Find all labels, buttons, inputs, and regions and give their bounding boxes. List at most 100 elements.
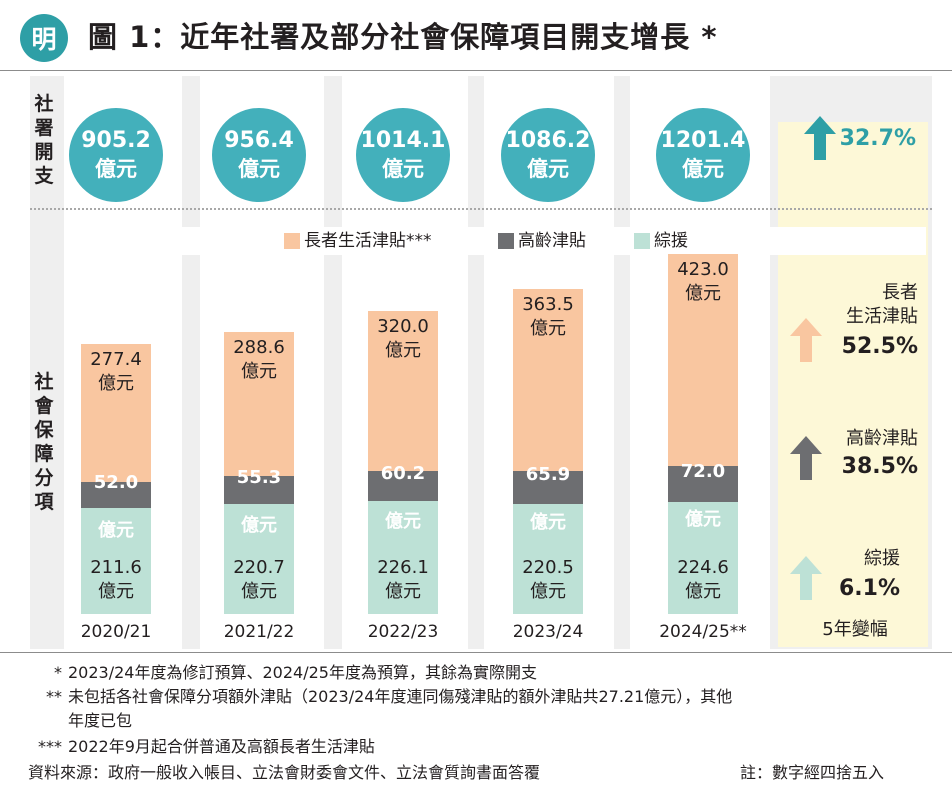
expenditure-unit: 億元 [682, 157, 724, 181]
arrow-up-icon [790, 436, 822, 480]
data-label-value: 60.2 [380, 462, 426, 484]
expenditure-unit: 億元 [95, 157, 137, 181]
data-label-unit: 億元 [685, 283, 721, 305]
change-label-ela-1: 長者 [882, 282, 918, 303]
data-label-unit: 億元 [530, 581, 566, 602]
data-label-elderly-living-allowance: 288.6 億元 [214, 336, 304, 384]
data-label-value: 52.0 [93, 472, 139, 494]
expenditure-value: 956.4 [224, 128, 294, 153]
x-tick-label: 2021/22 [223, 622, 295, 642]
bar-segment-cssa [513, 503, 583, 614]
data-label-value: 55.3 [236, 466, 282, 488]
change-label-oaa: 高齡津貼 [846, 428, 918, 449]
source-text: 資料來源：政府一般收入帳目、立法會財委會文件、立法會質詢書面答覆 [28, 763, 541, 782]
footnote-mark-2: ** [46, 687, 62, 706]
data-label-cssa: 220.7 億元 [214, 556, 304, 604]
data-label-unit: 億元 [98, 581, 134, 602]
arrow-up-icon [804, 116, 836, 160]
change-cssa: 6.1% [838, 576, 900, 601]
data-label-unit: 億元 [685, 508, 721, 530]
bar-segment-cssa [81, 508, 151, 614]
data-label-cssa: 220.5 億元 [503, 556, 593, 604]
data-label-value: 211.6 [90, 557, 142, 578]
chart-title: 圖 1：近年社署及部分社會保障項目開支增長 * [88, 20, 718, 54]
data-label-elderly-living-allowance: 320.0 億元 [358, 315, 448, 363]
bar-segment-elderly-living-allowance [224, 331, 294, 476]
data-label-elderly-living-allowance: 277.4 億元 [71, 348, 161, 396]
bar-segment-old-age-allowance [368, 470, 438, 501]
data-label-unit: 億元 [530, 318, 566, 340]
arrow-up-icon [790, 318, 822, 362]
expenditure-unit: 億元 [382, 157, 424, 181]
data-label-value: 363.5 [522, 294, 574, 316]
expenditure-value: 1014.1 [360, 128, 446, 153]
data-label-unit: 億元 [385, 339, 421, 361]
data-label-elderly-living-allowance: 423.0 億元 [658, 258, 748, 306]
expenditure-value: 905.2 [81, 128, 151, 153]
data-label-old-age-allowance: 72.0 億元 [658, 460, 748, 532]
note-text: 註：數字經四捨五入 [740, 763, 885, 782]
footnote-2-cont: 年度已包 [68, 711, 133, 730]
data-label-unit: 億元 [385, 510, 421, 532]
footnote-mark-3: *** [38, 737, 62, 756]
expenditure-unit: 億元 [527, 157, 569, 181]
change-ela: 52.5% [841, 334, 918, 359]
legend-band [64, 227, 926, 255]
data-label-unit: 億元 [241, 581, 277, 602]
x-tick-label: 2023/24 [512, 622, 584, 642]
expenditure-bubble: 1014.1 億元 [356, 108, 450, 202]
data-label-value: 72.0 [680, 460, 726, 482]
data-label-old-age-allowance: 65.9 億元 [503, 463, 593, 535]
data-label-old-age-allowance: 55.3 億元 [214, 466, 304, 538]
expenditure-unit: 億元 [238, 157, 280, 181]
data-label-value: 226.1 [377, 557, 429, 578]
bar-segment-elderly-living-allowance [81, 343, 151, 483]
data-label-value: 65.9 [525, 464, 571, 486]
data-label-unit: 億元 [530, 512, 566, 534]
expenditure-value: 1086.2 [505, 128, 591, 153]
footnote-1: 2023/24年度為修訂預算、2024/25年度為預算，其餘為實際開支 [68, 663, 537, 682]
bar-segment-cssa [368, 500, 438, 614]
expenditure-bubble: 905.2 億元 [69, 108, 163, 202]
legend-item-old-age-allowance: 高齡津貼 [498, 229, 586, 253]
section-divider [30, 208, 932, 210]
expenditure-bubble: 1201.4 億元 [656, 108, 750, 202]
logo-icon: 明 [20, 14, 68, 62]
data-label-value: 220.7 [233, 557, 285, 578]
change-total: 32.7% [839, 126, 916, 151]
change-label-cssa: 綜援 [864, 548, 900, 569]
footnote-3: 2022年9月起合併普通及高額長者生活津貼 [68, 737, 375, 756]
data-label-value: 277.4 [90, 348, 142, 370]
bar-segment-elderly-living-allowance [513, 289, 583, 471]
data-label-old-age-allowance: 60.2 億元 [358, 462, 448, 534]
bar-segment-cssa [668, 501, 738, 614]
data-label-cssa: 226.1 億元 [358, 556, 448, 604]
arrow-up-icon [790, 556, 822, 600]
data-label-value: 220.5 [522, 557, 574, 578]
footnote-divider [0, 652, 952, 653]
side-label-expenditure: 社署開支 [34, 93, 54, 187]
bar-segment-old-age-allowance [668, 465, 738, 502]
x-tick-label: 2024/25** [659, 622, 747, 642]
bar-segment-old-age-allowance [224, 476, 294, 504]
legend-swatch [284, 233, 300, 249]
change-column-label: 5年變幅 [822, 619, 888, 640]
change-label-ela-2: 生活津貼 [846, 306, 918, 327]
data-label-value: 320.0 [377, 315, 429, 337]
expenditure-bubble: 956.4 億元 [212, 108, 306, 202]
x-tick-label: 2020/21 [80, 622, 152, 642]
bar-segment-cssa [224, 503, 294, 614]
data-label-cssa: 224.6 億元 [658, 556, 748, 604]
bar-segment-elderly-living-allowance [668, 254, 738, 466]
legend-swatch [634, 233, 650, 249]
data-label-value: 288.6 [233, 336, 285, 358]
data-label-elderly-living-allowance: 363.5 億元 [503, 293, 593, 341]
data-label-unit: 億元 [241, 360, 277, 382]
bar-segment-elderly-living-allowance [368, 310, 438, 471]
legend-item-cssa: 綜援 [634, 229, 688, 253]
footnote-2: 未包括各社會保障分項額外津貼（2023/24年度連同傷殘津貼的額外津貼共27.2… [68, 687, 733, 706]
x-tick-label: 2022/23 [367, 622, 439, 642]
expenditure-bubble: 1086.2 億元 [501, 108, 595, 202]
data-label-unit: 億元 [241, 514, 277, 536]
change-oaa: 38.5% [841, 454, 918, 479]
